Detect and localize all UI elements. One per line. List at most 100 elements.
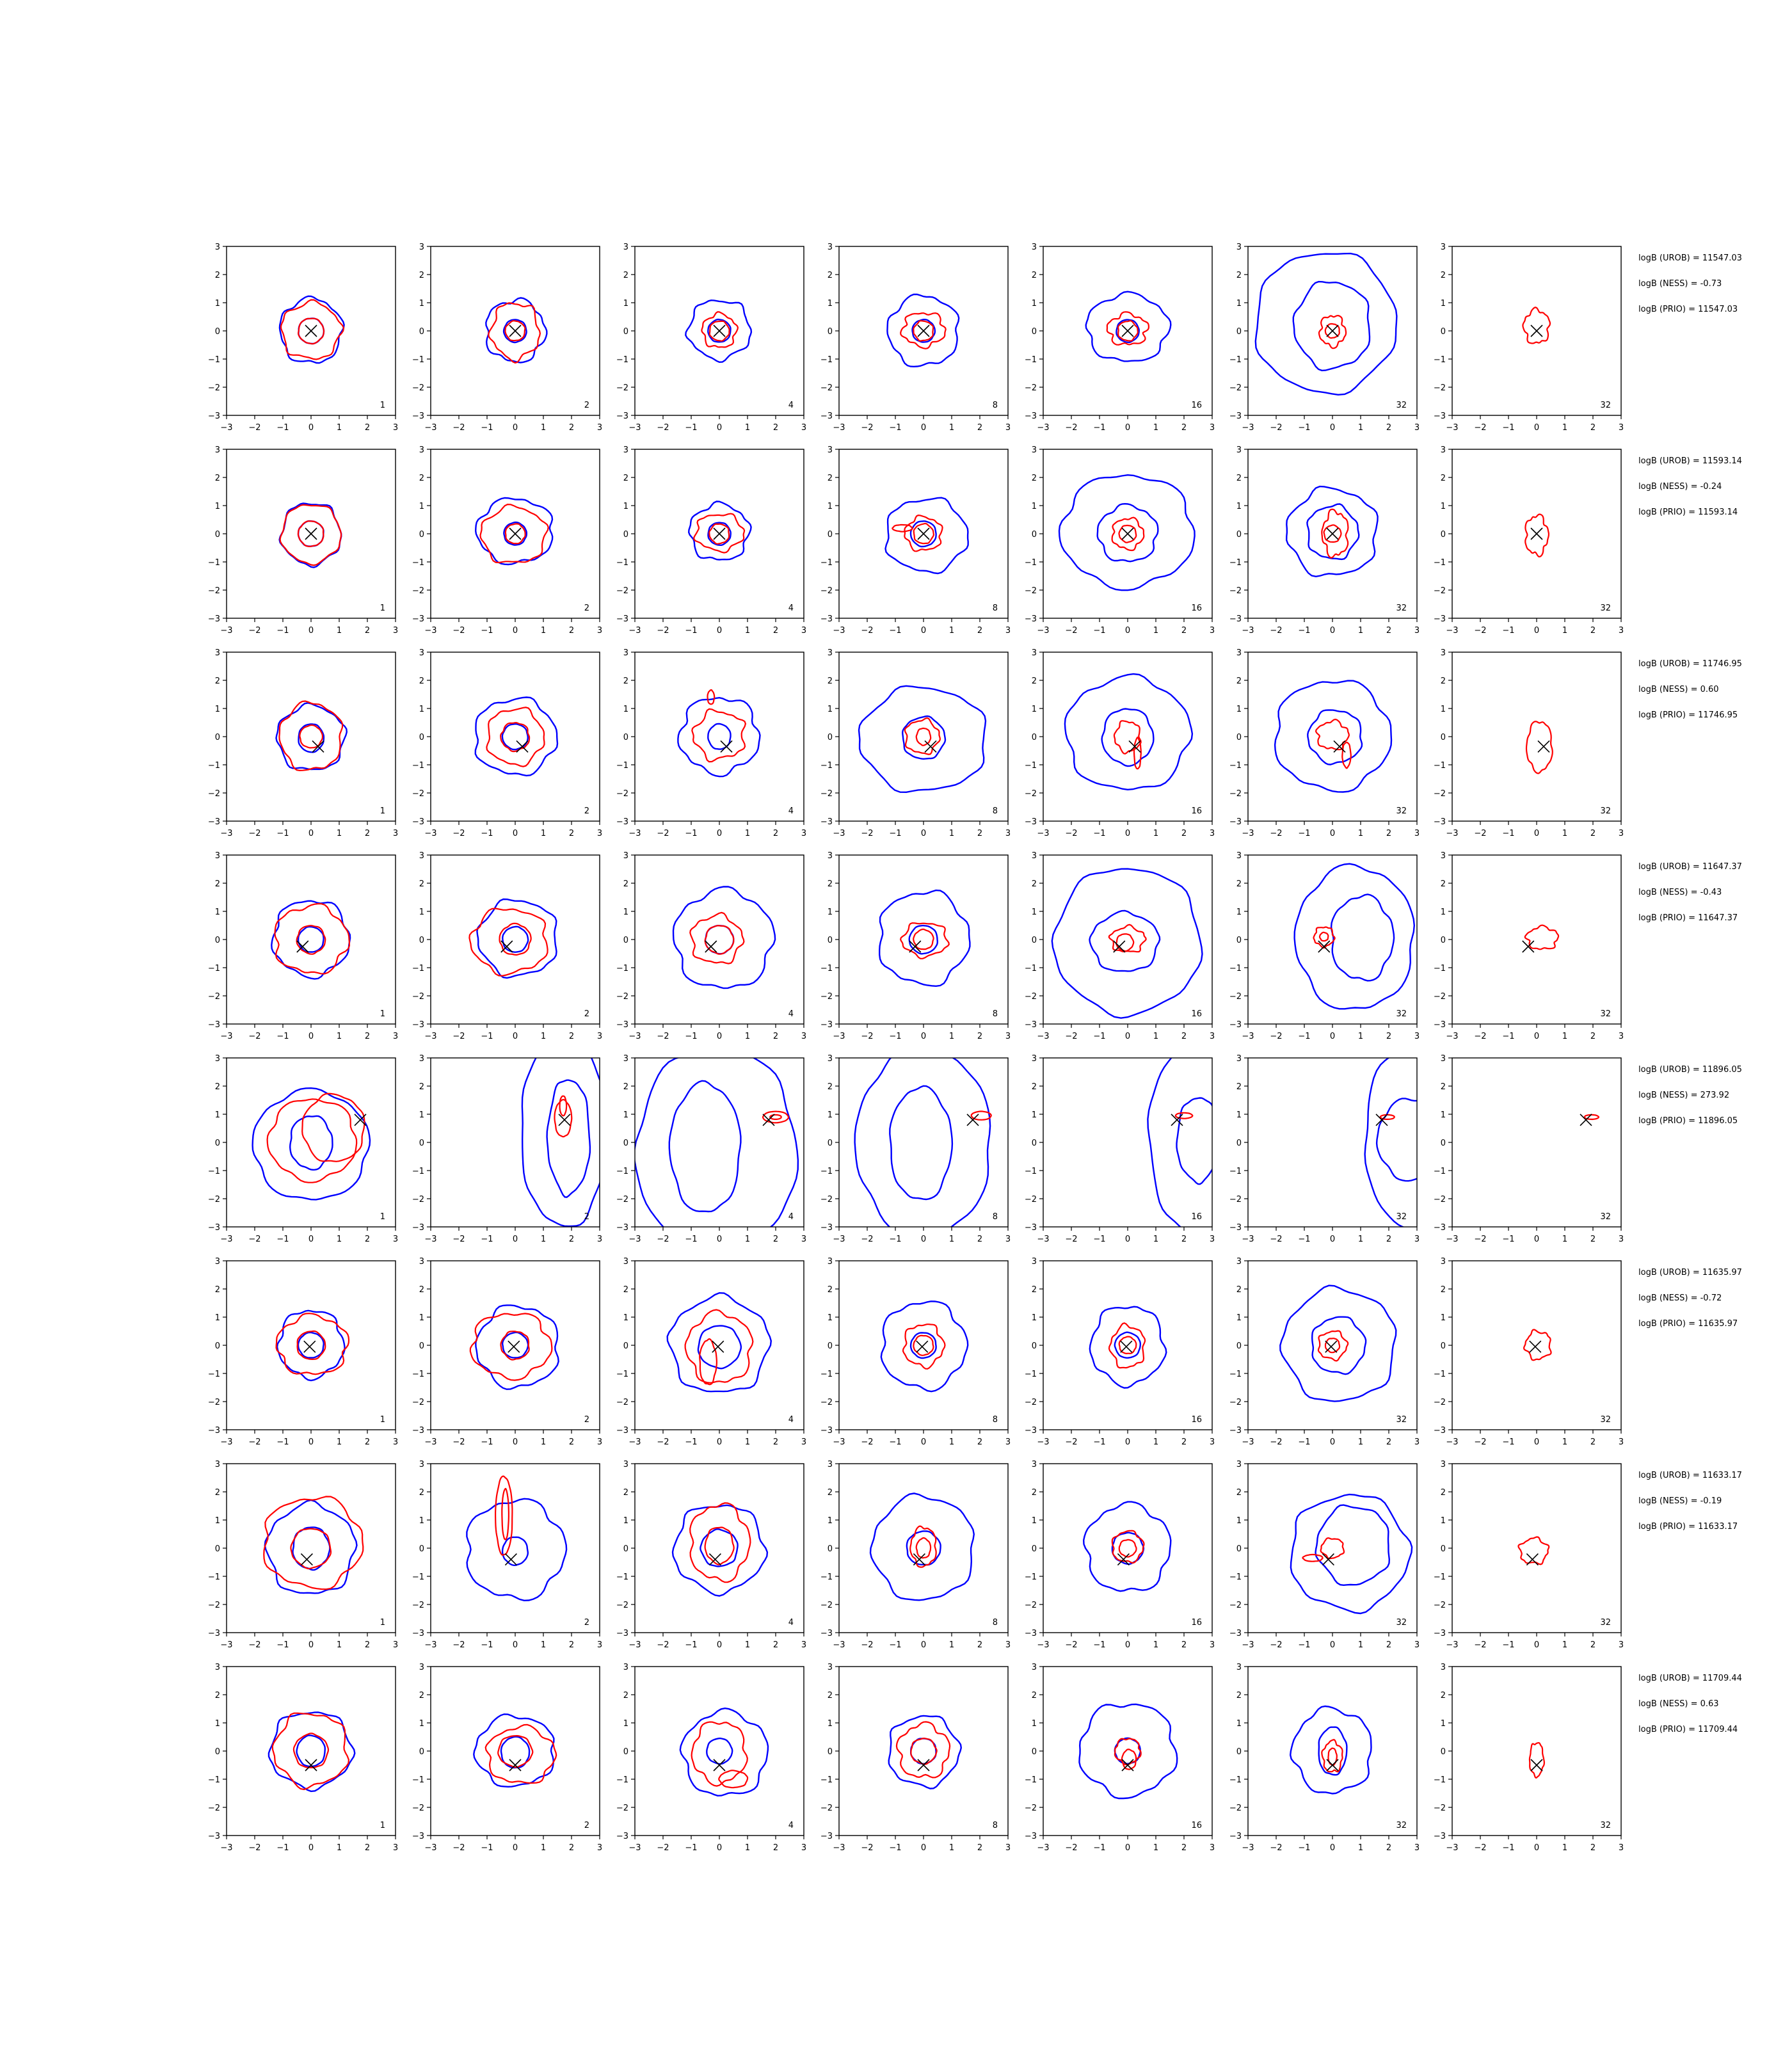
y-tick-label: −2 <box>1025 1804 1037 1813</box>
x-tick-label: −1 <box>889 626 901 636</box>
y-tick-label: 2 <box>419 879 424 889</box>
blue-contour <box>889 1085 954 1201</box>
x-tick-label: 0 <box>717 626 722 636</box>
logb-stat-2: logB (NESS) = -0.72 <box>1638 1293 1722 1303</box>
y-tick-label: −1 <box>820 1775 833 1785</box>
x-tick-label: −1 <box>1298 423 1310 433</box>
y-tick-label: −1 <box>208 1572 220 1582</box>
logb-stat-1: logB (UROB) = 11593.14 <box>1638 456 1742 466</box>
x-tick-label: −1 <box>889 829 901 838</box>
true-point-marker <box>917 324 930 337</box>
y-tick-label: 0 <box>828 936 833 945</box>
y-tick-label: 1 <box>1236 1719 1242 1729</box>
true-point-marker <box>1128 740 1141 753</box>
true-point-marker <box>305 1759 317 1772</box>
y-tick-label: 3 <box>1441 648 1446 658</box>
y-tick-label: 2 <box>828 271 833 280</box>
true-point-marker <box>762 1114 775 1126</box>
y-tick-label: 3 <box>623 243 628 252</box>
y-tick-label: −2 <box>820 383 833 393</box>
y-tick-label: 1 <box>1236 1313 1242 1323</box>
red-contour <box>892 524 913 532</box>
x-tick-label: −1 <box>481 829 493 838</box>
y-tick-label: −1 <box>208 1370 220 1379</box>
y-tick-label: −2 <box>412 1804 424 1813</box>
red-contour <box>1313 926 1336 949</box>
y-tick-label: 0 <box>419 1139 424 1148</box>
contours <box>854 1058 992 1227</box>
x-tick-label: −2 <box>861 1235 873 1244</box>
x-tick-label: 1 <box>745 829 750 838</box>
x-tick-label: −1 <box>685 626 697 636</box>
x-tick-label: −1 <box>685 1032 697 1041</box>
y-tick-label: −3 <box>820 1832 833 1841</box>
y-tick-label: −2 <box>616 1804 628 1813</box>
sample-count-label: 8 <box>993 1212 998 1222</box>
blue-contour <box>1085 291 1172 362</box>
x-tick-label: 0 <box>1125 1640 1130 1650</box>
x-tick-label: 1 <box>949 1032 954 1041</box>
x-tick-label: 0 <box>308 423 314 433</box>
red-contour <box>915 1537 932 1559</box>
plot-area <box>1452 652 1621 821</box>
plot-area <box>839 1667 1008 1836</box>
x-tick-label: −1 <box>276 1235 289 1244</box>
y-tick-label: −1 <box>208 558 220 568</box>
y-tick-label: 1 <box>1032 705 1037 714</box>
x-tick-label: −3 <box>833 423 845 433</box>
x-tick-label: 1 <box>1153 423 1158 433</box>
true-point-marker <box>509 1759 522 1772</box>
x-tick-label: −2 <box>1065 1437 1077 1447</box>
x-tick-label: −2 <box>1474 423 1486 433</box>
red-contour <box>500 1331 530 1361</box>
y-tick-label: −1 <box>616 355 628 365</box>
y-tick-label: 2 <box>1236 676 1242 686</box>
blue-contour <box>485 297 548 364</box>
x-tick-label: 2 <box>977 423 982 433</box>
panel-r2-c6: −3−3 −2 −2 −1 −1 0 0 1 1 2 2 3 3 32 <box>1229 445 1420 636</box>
y-tick-label: 2 <box>828 1082 833 1092</box>
x-tick-label: 3 <box>801 1843 806 1853</box>
y-tick-label: −2 <box>1229 383 1242 393</box>
y-tick-label: −2 <box>412 586 424 596</box>
y-tick-label: −1 <box>1229 761 1242 771</box>
x-tick-label: 2 <box>1386 1235 1391 1244</box>
red-contour <box>263 1496 364 1590</box>
y-tick-label: 3 <box>1032 1663 1037 1672</box>
true-point-marker <box>1375 1114 1388 1126</box>
x-tick-label: 0 <box>1330 1032 1335 1041</box>
logb-stat-3: logB (PRIO) = 11635.97 <box>1638 1319 1738 1329</box>
logb-stat-1: logB (UROB) = 11709.44 <box>1638 1674 1742 1683</box>
plot-area <box>1043 855 1212 1024</box>
true-point-marker <box>300 1553 313 1566</box>
contours <box>1274 680 1393 793</box>
x-tick-label: −3 <box>833 829 845 838</box>
panel-r6-c4: −3−3 −2 −2 −1 −1 0 0 1 1 2 2 3 3 8 <box>820 1257 1011 1447</box>
y-tick-label: −3 <box>208 817 220 827</box>
x-tick-label: 3 <box>1005 1032 1011 1041</box>
y-tick-label: 2 <box>1032 271 1037 280</box>
blue-contour <box>679 1707 769 1797</box>
sample-count-label: 16 <box>1191 1415 1202 1425</box>
x-tick-label: 0 <box>921 423 926 433</box>
logb-stat-3: logB (PRIO) = 11896.05 <box>1638 1116 1738 1126</box>
y-tick-label: −3 <box>1434 1426 1446 1436</box>
red-contour <box>1318 314 1347 349</box>
x-tick-label: −3 <box>424 1843 436 1853</box>
y-tick-label: 2 <box>1441 1082 1446 1092</box>
y-tick-label: −1 <box>208 1167 220 1176</box>
logb-stat-2: logB (NESS) = -0.24 <box>1638 482 1722 492</box>
panel-r7-c3: −3−3 −2 −2 −1 −1 0 0 1 1 2 2 3 3 4 <box>616 1460 806 1650</box>
x-tick-label: −2 <box>1474 1032 1486 1041</box>
true-point-marker <box>909 940 922 953</box>
panel-r6-c3: −3−3 −2 −2 −1 −1 0 0 1 1 2 2 3 3 4 <box>616 1257 806 1447</box>
y-tick-label: 3 <box>623 1460 628 1469</box>
panel-r2-c4: −3−3 −2 −2 −1 −1 0 0 1 1 2 2 3 3 8 <box>820 445 1011 636</box>
logb-stat-3: logB (PRIO) = 11709.44 <box>1638 1725 1738 1734</box>
y-tick-label: −3 <box>412 1832 424 1841</box>
panel-r2-c2: −3−3 −2 −2 −1 −1 0 0 1 1 2 2 3 3 2 <box>412 445 602 636</box>
contours <box>1583 1114 1600 1121</box>
y-tick-label: −3 <box>1434 817 1446 827</box>
panel-r2-c1: −3−3 −2 −2 −1 −1 0 0 1 1 2 2 3 3 1 <box>208 445 398 636</box>
x-tick-label: −3 <box>220 1640 232 1650</box>
